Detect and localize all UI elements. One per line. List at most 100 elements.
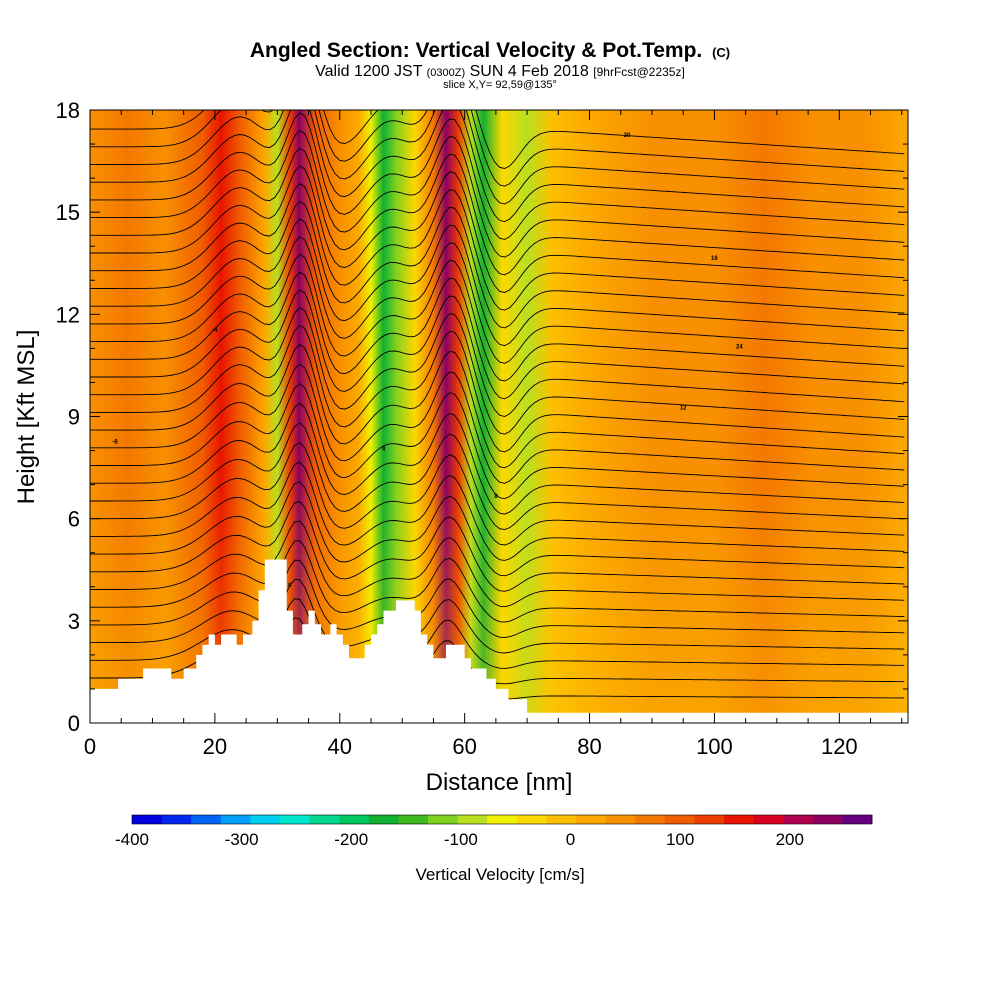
colorbar-swatch: [428, 815, 458, 824]
colorbar-swatch: [753, 815, 784, 824]
chart-title-unit: (C): [712, 45, 730, 60]
isentrope-line: [90, 500, 905, 592]
contour-label: 0: [288, 583, 292, 589]
colorbar-tick-label: 0: [566, 830, 575, 849]
x-tick-label: 100: [696, 734, 733, 759]
colorbar-tick-label: -300: [225, 830, 259, 849]
y-tick-label: 18: [56, 98, 80, 123]
colorbar-swatch: [724, 815, 754, 824]
colorbar: -400 -300 -200 -100 0 100 200: [115, 814, 873, 849]
chart-subtitle-slice: slice X,Y= 92,59@135°: [443, 79, 557, 91]
x-axis-label: Distance [nm]: [426, 769, 573, 796]
isentrope-line: [90, 343, 905, 469]
colorbar-tick-label: -400: [115, 830, 149, 849]
isentrope-line: [90, 110, 905, 223]
isentrope-line: [90, 383, 905, 500]
colorbar-tick-label: 200: [776, 830, 804, 849]
isentrope-line: [90, 112, 905, 240]
isentrope-line: [90, 129, 905, 258]
colorbar-tick-label: 100: [666, 830, 694, 849]
x-tick-label: 20: [203, 734, 227, 759]
colorbar-tick-label: -100: [444, 830, 478, 849]
colorbar-swatch: [605, 815, 636, 824]
contour-label: 24: [736, 344, 743, 350]
isentrope-line: [90, 183, 905, 311]
chart-subtitle-valid: Valid 1200 JST (0300Z) SUN 4 Feb 2018 [9…: [315, 63, 685, 80]
isentrope-line: [90, 200, 905, 329]
plot-area: -8 -4 0 4 8 12 16 20 24: [90, 110, 908, 723]
isentropes: [90, 110, 905, 700]
isentrope-line: [90, 442, 905, 546]
colorbar-swatch: [516, 815, 547, 824]
colorbar-swatch: [191, 815, 222, 824]
colorbar-label: Vertical Velocity [cm/s]: [415, 865, 584, 884]
isentrope-line: [90, 110, 905, 169]
colorbar-swatch: [576, 815, 606, 824]
isentrope-line: [90, 578, 905, 654]
y-axis-label: Height [Kft MSL]: [13, 330, 40, 505]
contour-label: 20: [624, 133, 631, 139]
x-tick-label: 40: [328, 734, 352, 759]
colorbar-tick-label: -200: [334, 830, 368, 849]
isentrope-line: [90, 598, 905, 669]
velocity-field-shading: [90, 110, 908, 723]
contour-label: 4: [382, 447, 386, 453]
colorbar-swatch: [280, 815, 310, 824]
chart-title: Angled Section: Vertical Velocity & Pot.…: [250, 39, 730, 62]
isentrope-line: [90, 271, 905, 400]
y-tick-label: 0: [68, 711, 80, 736]
isentrope-line: [90, 253, 905, 382]
colorbar-swatch: [546, 815, 577, 824]
isentrope-line: [90, 218, 905, 347]
x-tick-label: 120: [821, 734, 858, 759]
y-tick-label: 15: [56, 200, 80, 225]
colorbar-frame: [131, 814, 873, 825]
isentrope-line: [90, 147, 905, 276]
contour-label: 12: [680, 406, 687, 412]
contour-label: -8: [112, 440, 118, 446]
isentrope-line: [90, 559, 905, 638]
colorbar-swatch: [250, 815, 281, 824]
colorbar-swatch: [457, 815, 488, 824]
isentrope-line: [90, 324, 905, 453]
colorbar-swatch: [842, 815, 873, 824]
isentrope-line: [90, 165, 905, 293]
isentrope-line: [90, 110, 905, 187]
colorbar-swatch: [368, 815, 399, 824]
y-tick-label: 3: [68, 609, 80, 634]
x-tick-label: 60: [452, 734, 476, 759]
isentrope-line: [90, 540, 905, 623]
colorbar-swatch: [664, 815, 695, 824]
colorbar-swatch: [161, 815, 192, 824]
isentrope-line: [90, 481, 905, 577]
colorbar-swatch: [132, 815, 162, 824]
isentrope-line: [90, 461, 905, 561]
contour-label: 16: [711, 256, 718, 262]
isentrope-line: [90, 307, 905, 435]
isentrope-line: [90, 422, 905, 530]
isentrope-line: [90, 236, 905, 364]
colorbar-swatch: [694, 815, 725, 824]
contour-label: 8: [494, 494, 498, 500]
y-tick-label: 6: [68, 507, 80, 532]
colorbar-swatch: [635, 815, 666, 824]
x-tick-label: 80: [577, 734, 601, 759]
y-tick-label: 9: [68, 405, 80, 430]
terrain: [90, 559, 908, 723]
colorbar-swatch: [339, 815, 370, 824]
colorbar-swatch: [783, 815, 814, 824]
isentrope-line: [90, 110, 905, 205]
isentrope-line: [90, 363, 905, 484]
isentrope-line: [90, 289, 905, 417]
y-tick-label: 12: [56, 302, 80, 327]
isentrope-line: [90, 520, 905, 608]
colorbar-swatch: [398, 815, 429, 824]
colorbar-swatch: [487, 815, 518, 824]
colorbar-swatch: [812, 815, 843, 824]
contour-label: -4: [212, 327, 218, 333]
colorbar-swatch: [220, 815, 251, 824]
x-tick-label: 0: [84, 734, 96, 759]
contour-labels: -8 -4 0 4 8 12 16 20 24: [112, 133, 743, 589]
